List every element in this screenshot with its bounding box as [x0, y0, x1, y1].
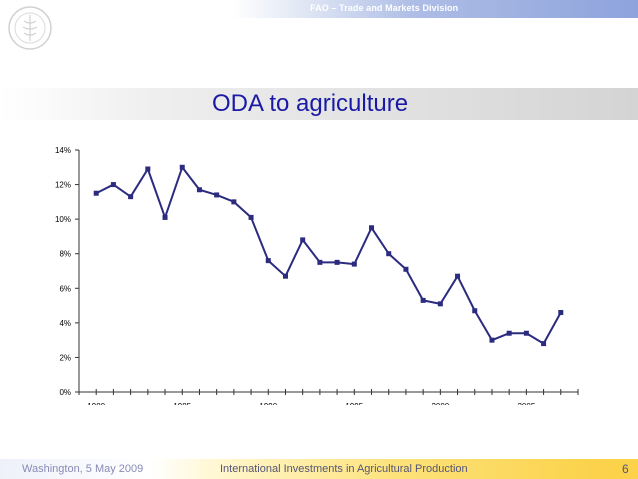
data-point: [248, 214, 254, 220]
y-tick-label: 10%: [55, 215, 71, 224]
data-point: [162, 214, 168, 220]
y-tick-label: 8%: [59, 250, 71, 259]
x-tick-label: 1990: [259, 402, 277, 405]
data-point: [506, 330, 512, 336]
data-point: [334, 259, 340, 265]
data-point: [179, 164, 185, 170]
footer-left: Washington, 5 May 2009: [0, 459, 150, 479]
data-point: [541, 341, 547, 347]
x-tick-label: 1995: [345, 402, 363, 405]
page-title: ODA to agriculture: [212, 90, 409, 117]
fao-logo-icon: [8, 6, 52, 50]
y-tick-label: 2%: [59, 353, 71, 362]
y-tick-label: 14%: [55, 146, 71, 155]
data-point: [128, 194, 134, 200]
footer-presentation-title: International Investments in Agricultura…: [220, 463, 468, 475]
title-band: ODA to agriculture: [0, 88, 638, 120]
series-line: [95, 166, 562, 345]
data-point: [489, 337, 495, 343]
oda-line-chart: 0% 2% 4% 6% 8% 10% 12% 14% 1980 1985 1990 1995 2000 2…: [55, 146, 579, 405]
data-point: [145, 166, 151, 172]
x-tick-label: 1980: [87, 402, 105, 405]
y-tick-label: 6%: [59, 284, 71, 293]
data-point: [420, 297, 426, 303]
footer-center: International Investments in Agricultura…: [150, 459, 598, 479]
data-point: [437, 301, 443, 307]
data-point: [231, 199, 237, 205]
data-point: [386, 251, 392, 257]
x-tick-label: 1985: [173, 402, 191, 405]
footer-location-date: Washington, 5 May 2009: [22, 463, 144, 475]
data-point: [523, 330, 529, 336]
page-number: 6: [622, 462, 629, 476]
data-point: [282, 273, 288, 279]
top-banner: FAO – Trade and Markets Division: [232, 0, 638, 18]
division-label: FAO – Trade and Markets Division: [310, 3, 459, 13]
data-point: [351, 261, 357, 267]
data-point: [196, 187, 202, 193]
data-point: [214, 192, 220, 198]
data-point: [455, 273, 461, 279]
data-point: [558, 309, 564, 315]
footer-right: 6: [598, 459, 638, 479]
data-point: [472, 308, 478, 314]
x-tick-label: 2000: [431, 402, 449, 405]
y-tick-label: 12%: [55, 181, 71, 190]
data-point: [403, 266, 409, 272]
y-tick-label: 0%: [59, 388, 71, 397]
data-point: [300, 237, 306, 243]
data-point: [317, 259, 323, 265]
data-point: [110, 182, 116, 188]
data-point: [265, 258, 271, 264]
x-tick-label: 2005: [517, 402, 535, 405]
data-point: [369, 225, 375, 231]
y-tick-label: 4%: [59, 319, 71, 328]
data-point: [93, 190, 99, 196]
